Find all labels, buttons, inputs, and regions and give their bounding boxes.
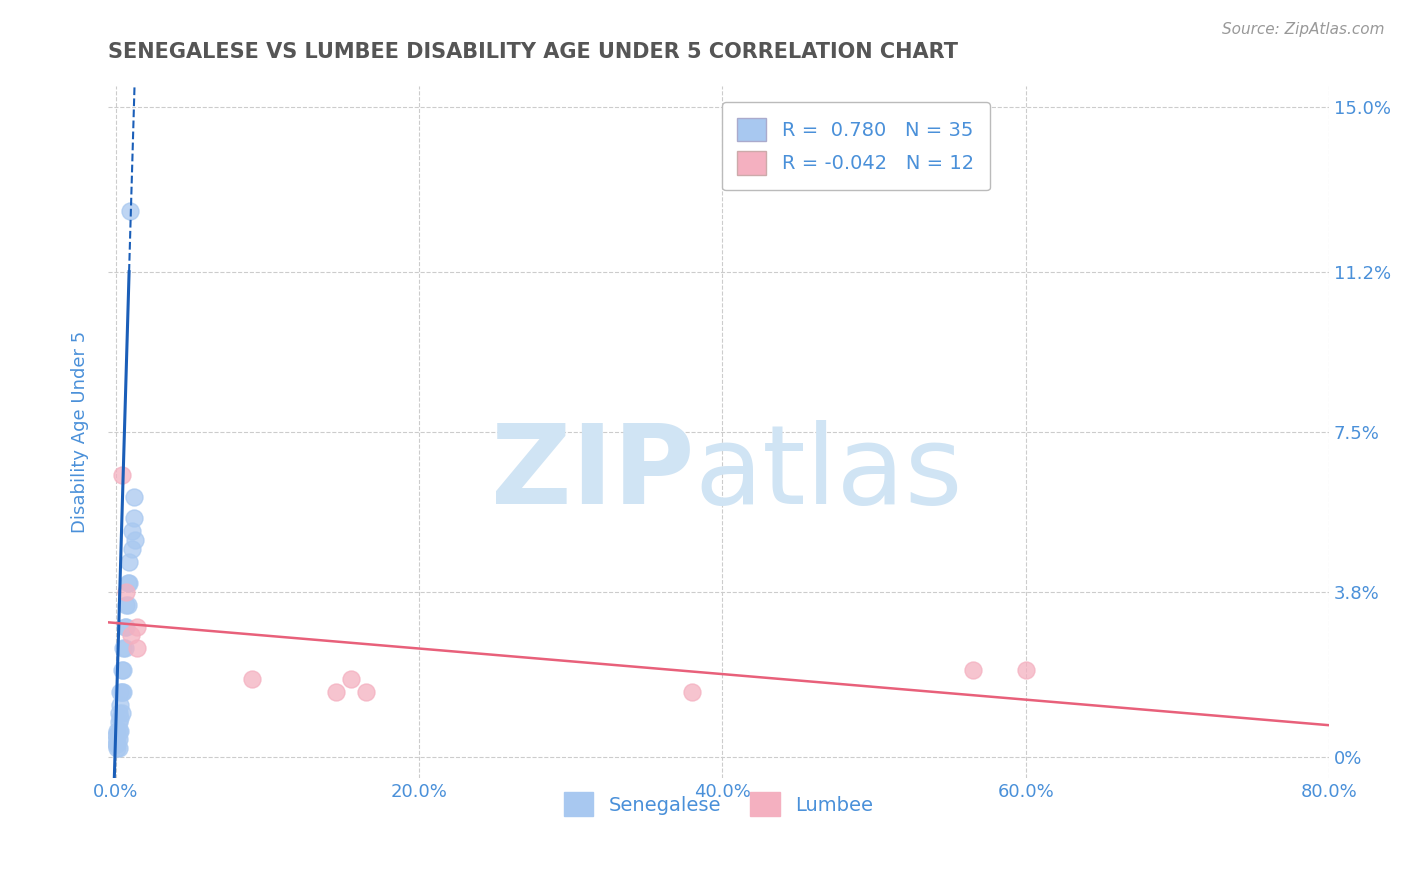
Point <box>111 706 134 721</box>
Point <box>112 684 135 698</box>
Point <box>105 737 128 751</box>
Point <box>681 684 703 698</box>
Legend: Senegalese, Lumbee: Senegalese, Lumbee <box>557 785 880 824</box>
Point <box>115 620 138 634</box>
Point <box>111 663 134 677</box>
Point <box>108 723 131 738</box>
Point <box>108 684 131 698</box>
Point <box>339 672 361 686</box>
Point <box>107 732 129 747</box>
Point <box>107 706 129 721</box>
Point <box>114 641 136 656</box>
Text: atlas: atlas <box>695 420 963 527</box>
Point <box>120 628 142 642</box>
Point <box>121 524 143 539</box>
Point <box>112 663 135 677</box>
Point <box>111 468 134 483</box>
Point <box>354 684 377 698</box>
Point <box>108 711 131 725</box>
Point <box>105 732 128 747</box>
Text: SENEGALESE VS LUMBEE DISABILITY AGE UNDER 5 CORRELATION CHART: SENEGALESE VS LUMBEE DISABILITY AGE UNDE… <box>108 42 957 62</box>
Point <box>125 620 148 634</box>
Point <box>118 204 141 219</box>
Point <box>118 555 141 569</box>
Point <box>325 684 347 698</box>
Text: Source: ZipAtlas.com: Source: ZipAtlas.com <box>1222 22 1385 37</box>
Point <box>105 741 128 756</box>
Point <box>105 737 128 751</box>
Point <box>122 490 145 504</box>
Point <box>122 511 145 525</box>
Point <box>962 663 984 677</box>
Point <box>112 641 135 656</box>
Point <box>114 620 136 634</box>
Point <box>125 641 148 656</box>
Point <box>124 533 146 548</box>
Point <box>111 684 134 698</box>
Point <box>115 585 138 599</box>
Point <box>1014 663 1036 677</box>
Point <box>115 598 138 612</box>
Point <box>107 741 129 756</box>
Text: ZIP: ZIP <box>491 420 695 527</box>
Point <box>240 672 263 686</box>
Point <box>105 728 128 742</box>
Point <box>107 714 129 729</box>
Point <box>121 541 143 556</box>
Point <box>117 576 139 591</box>
Point <box>108 698 131 712</box>
Point <box>117 598 139 612</box>
Point <box>118 576 141 591</box>
Y-axis label: Disability Age Under 5: Disability Age Under 5 <box>72 331 89 533</box>
Point <box>107 723 129 738</box>
Point <box>105 723 128 738</box>
